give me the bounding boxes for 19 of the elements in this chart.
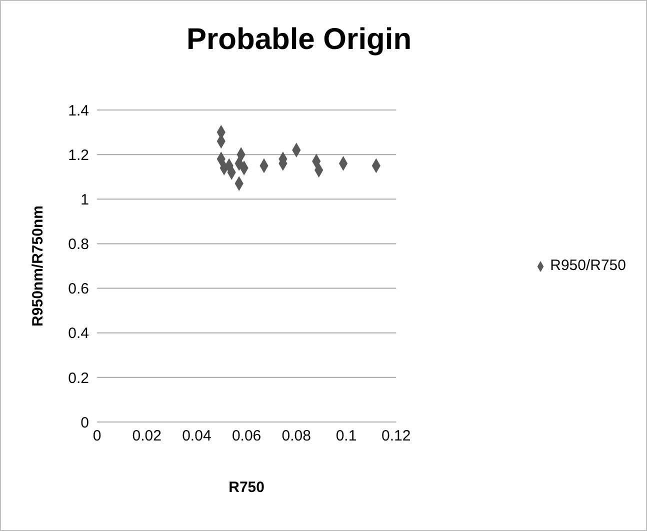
legend-label: R950/R750 — [550, 257, 626, 274]
y-axis-title: R950nm/R750nm — [29, 206, 46, 326]
x-tick-label: 0.06 — [232, 428, 262, 445]
y-tick-label: 0.6 — [68, 280, 89, 298]
x-tick-label: 0.08 — [282, 428, 312, 445]
y-tick-label: 0 — [80, 414, 89, 432]
y-tick-label: 0.4 — [68, 325, 89, 342]
chart-title: Probable Origin — [185, 23, 413, 57]
x-tick-label: 0.04 — [182, 428, 212, 445]
y-tick-label: 1.4 — [68, 102, 89, 120]
y-tick-label: 1.2 — [68, 146, 89, 164]
y-tick-label: 0.8 — [68, 236, 89, 254]
x-tick-label: 0.12 — [382, 428, 411, 445]
y-tick-label: 1 — [80, 191, 89, 208]
x-tick-label: 0 — [92, 428, 102, 445]
x-tick-label: 0.02 — [132, 428, 162, 445]
x-axis-title: R750 — [228, 479, 264, 496]
x-tick-label: 0.1 — [336, 428, 357, 445]
y-tick-label: 0.2 — [68, 370, 89, 387]
